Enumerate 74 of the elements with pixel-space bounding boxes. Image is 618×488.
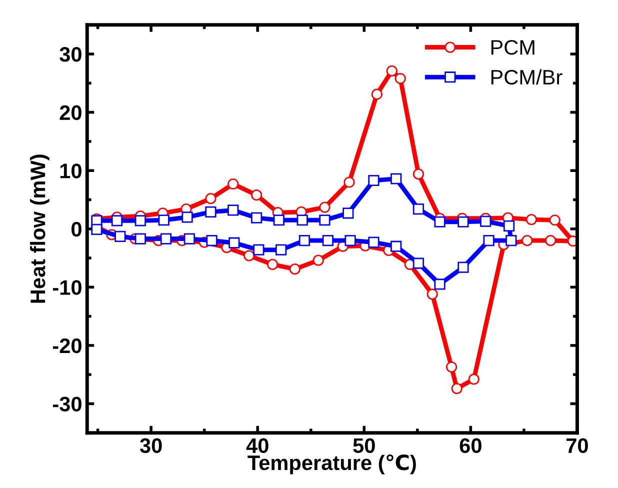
y-tick-label: -30 [52,396,82,412]
point [228,237,240,248]
y-tick-label: 10 [60,164,82,178]
point [483,234,494,246]
legend-label: PCM/Br [491,69,562,85]
point [319,202,330,213]
point [250,190,262,201]
point [205,206,216,218]
point [434,278,446,290]
point [368,236,380,248]
point [344,234,356,246]
point [134,233,146,244]
point [296,214,308,226]
point [205,193,216,204]
point [545,234,556,246]
point [549,214,560,226]
point [426,288,438,300]
y-tick-label: -20 [52,338,82,354]
point [298,234,310,246]
x-tick-label: 30 [140,438,162,454]
y-tick-label: 20 [60,105,82,120]
point [206,234,218,246]
point [371,88,382,100]
point [412,204,424,215]
x-tick-label: 50 [353,438,375,454]
x-tick-label: 40 [246,438,268,454]
point [451,383,462,394]
point [266,258,278,270]
y-tick-label: -10 [52,280,82,295]
point [319,214,330,226]
point [111,215,123,226]
point [253,244,264,256]
point [412,168,424,180]
point [506,234,517,246]
point [91,224,102,236]
x-axis-title: Temperature (℃) [248,454,416,474]
point [368,174,380,186]
point [289,264,300,275]
point [250,212,262,224]
point [160,233,172,244]
y-axis-title: Heat flow (mW) [30,154,50,303]
point [480,216,492,227]
point [412,258,424,269]
point [228,178,239,190]
point [275,244,287,256]
point [434,216,446,228]
point [228,204,239,216]
point [390,173,402,184]
point [458,262,469,273]
point [342,208,354,219]
point [446,361,458,373]
point [273,214,284,226]
point [526,214,537,226]
point [322,234,334,246]
point [134,215,146,226]
point [522,234,533,246]
point [344,176,355,188]
point [394,72,406,84]
point [390,240,402,252]
x-tick-label: 70 [566,438,588,454]
point [158,214,170,226]
point [468,374,480,385]
point [184,233,195,244]
point [503,220,515,232]
y-tick-label: 30 [60,47,82,62]
legend-label: PCM [491,40,534,55]
x-tick-label: 60 [460,438,482,454]
point [182,212,193,223]
point [386,65,398,76]
y-tick-label: 0 [72,222,82,237]
point [312,254,324,266]
point [114,230,126,242]
point [244,250,255,262]
point [458,216,469,228]
